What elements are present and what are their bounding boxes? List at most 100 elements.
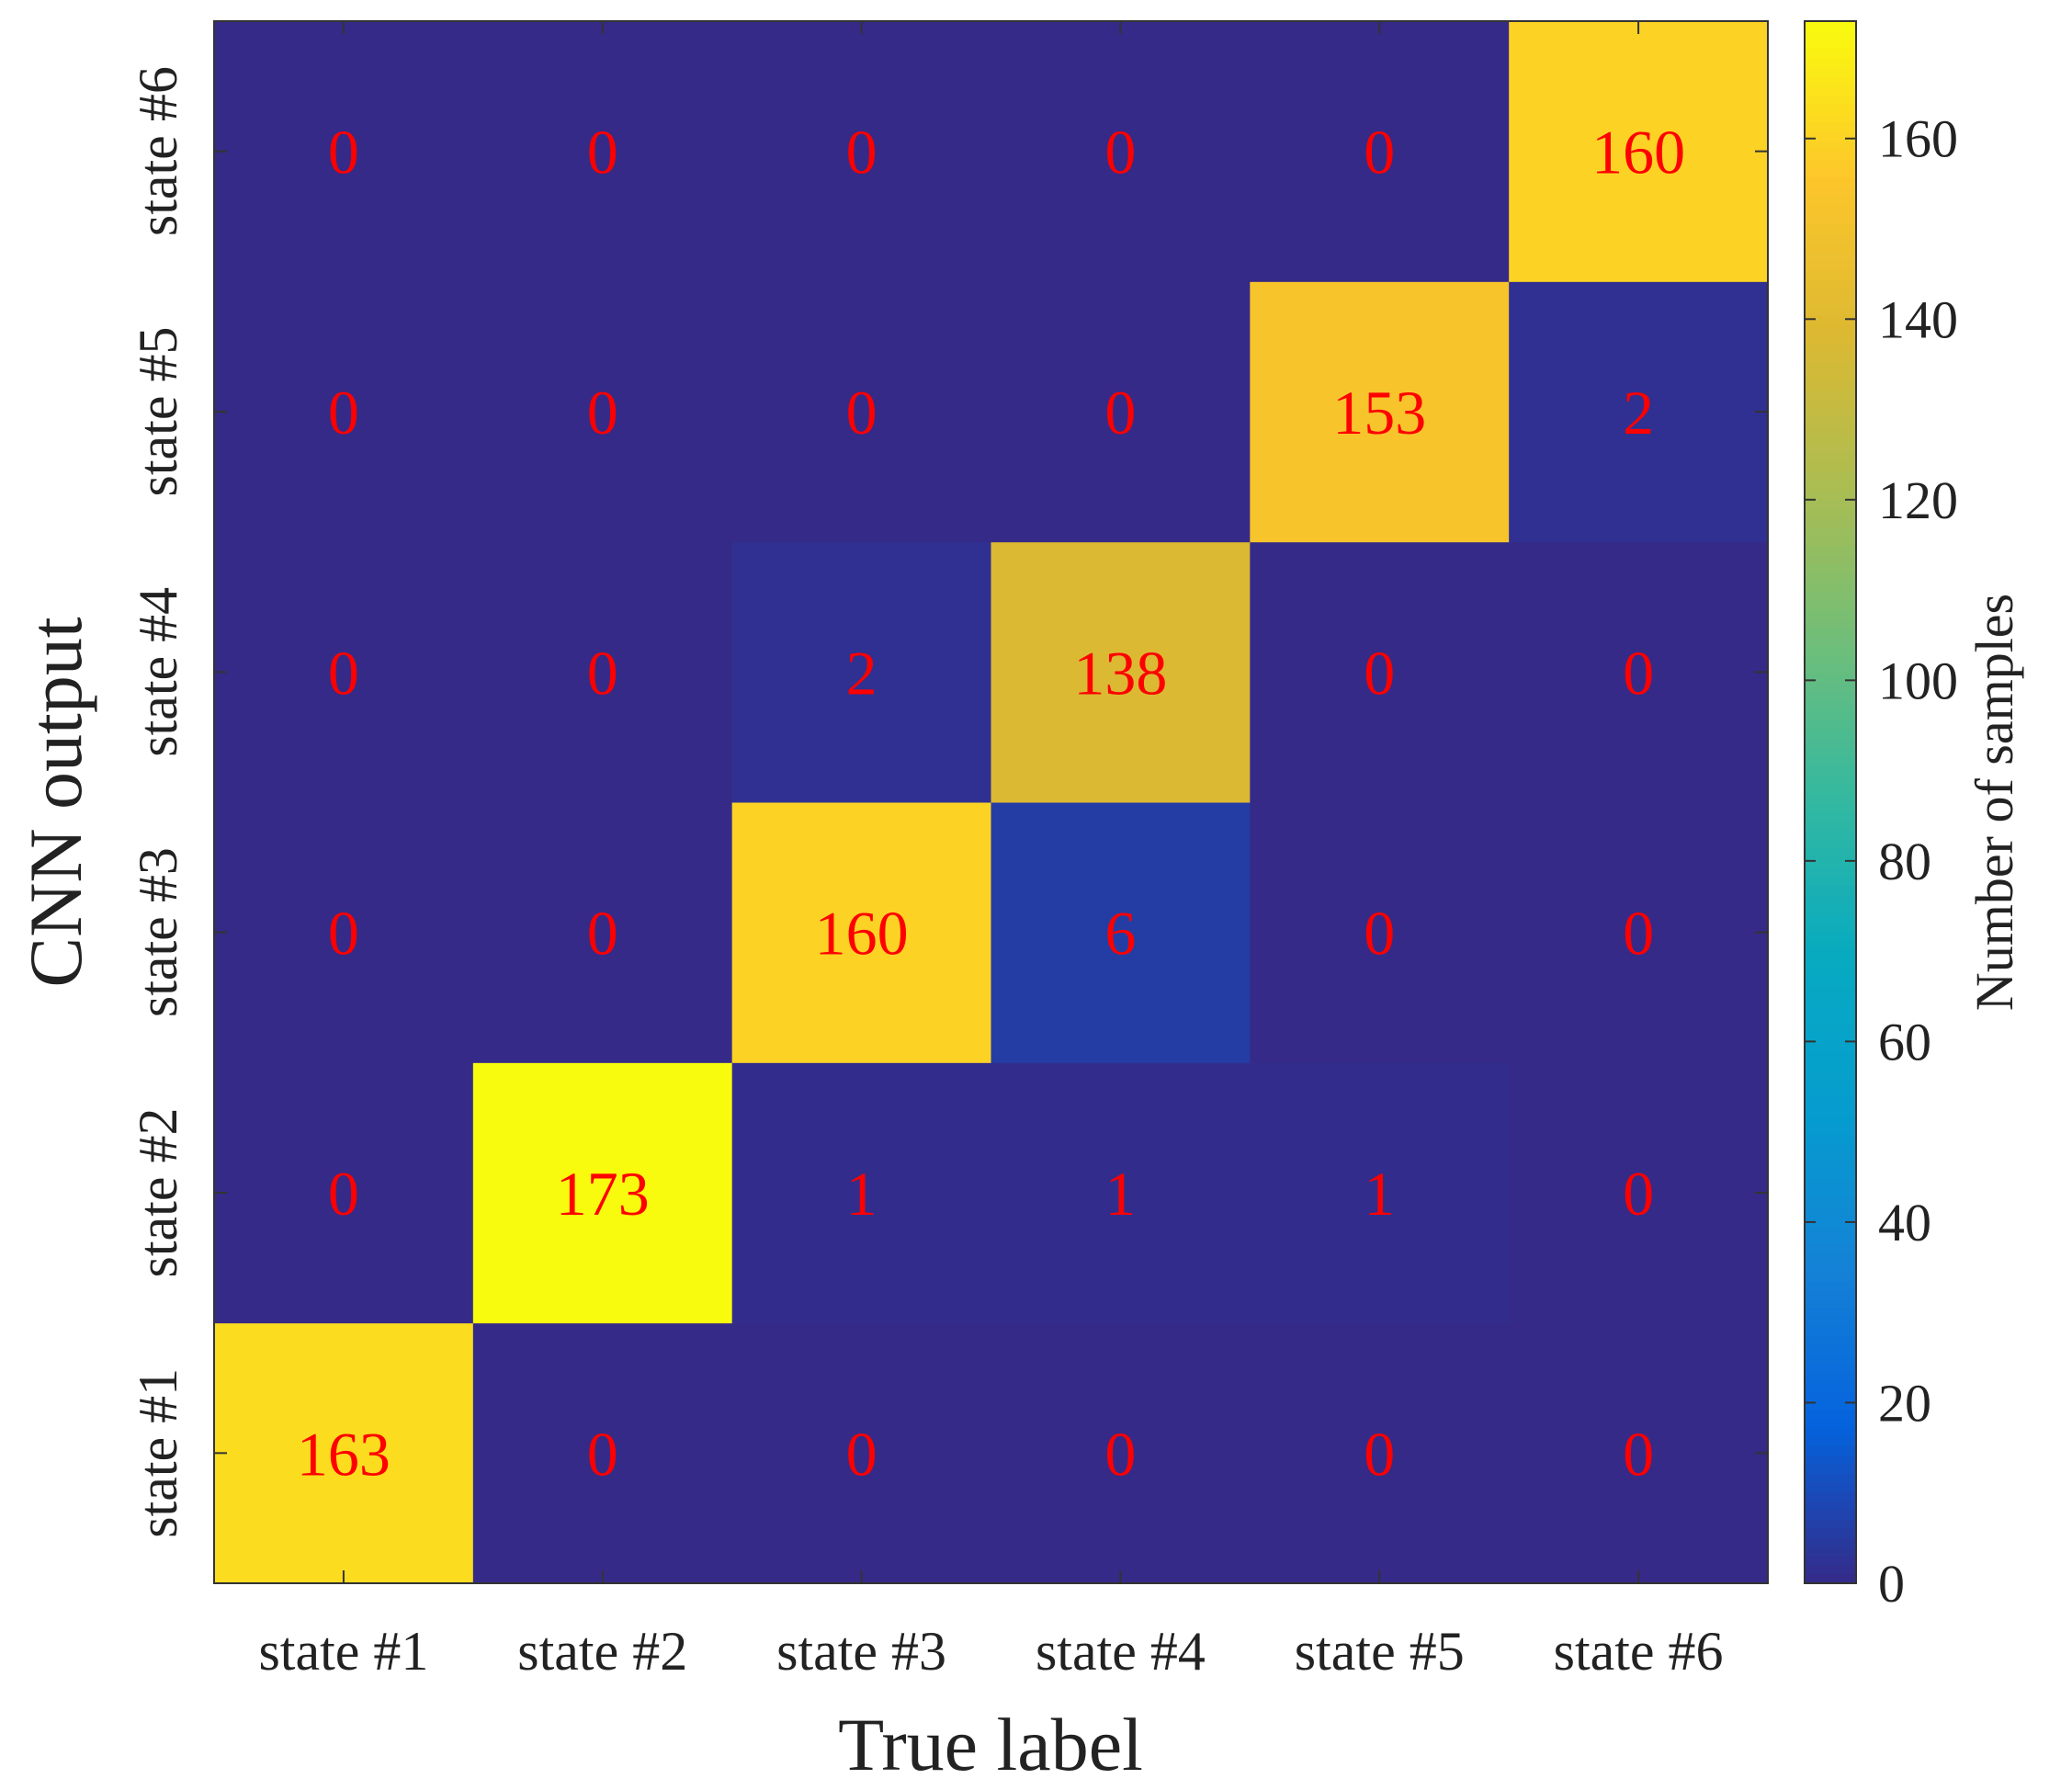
heatmap-cell bbox=[1509, 1322, 1769, 1584]
colorbar-tick-label: 100 bbox=[1878, 651, 1958, 710]
cell-value-label: 0 bbox=[1623, 1159, 1654, 1229]
cell-value-label: 2 bbox=[846, 638, 877, 708]
colorbar-band bbox=[1805, 1133, 1856, 1143]
colorbar-band bbox=[1805, 857, 1856, 867]
cell-value-label: 0 bbox=[587, 118, 618, 187]
colorbar-band bbox=[1805, 1546, 1856, 1557]
colorbar-band bbox=[1805, 1354, 1856, 1364]
colorbar-band bbox=[1805, 1298, 1856, 1309]
colorbar-band bbox=[1805, 58, 1856, 68]
colorbar-band bbox=[1805, 701, 1856, 711]
colorbar-band bbox=[1805, 1519, 1856, 1529]
x-tick-label: state #3 bbox=[776, 1621, 946, 1682]
heatmap-cell bbox=[991, 802, 1251, 1063]
colorbar-band bbox=[1805, 306, 1856, 316]
colorbar-band bbox=[1805, 407, 1856, 417]
cell-value-label: 0 bbox=[1623, 638, 1654, 708]
cell-value-label: 153 bbox=[1332, 378, 1426, 448]
colorbar-band bbox=[1805, 196, 1856, 206]
cell-value-label: 0 bbox=[587, 378, 618, 448]
cell-value-label: 0 bbox=[587, 638, 618, 708]
heatmap-cell bbox=[1250, 541, 1510, 803]
cell-value-label: 0 bbox=[846, 118, 877, 187]
heatmap-cell bbox=[991, 281, 1251, 543]
colorbar-band bbox=[1805, 830, 1856, 840]
cell-value-label: 0 bbox=[1364, 638, 1395, 708]
plot-frame bbox=[213, 20, 1769, 1584]
colorbar-band bbox=[1805, 1510, 1856, 1520]
colorbar-band bbox=[1805, 545, 1856, 555]
heatmap-cell bbox=[1509, 21, 1769, 282]
cell-value-label: 6 bbox=[1104, 899, 1136, 969]
x-tick-label: state #6 bbox=[1554, 1621, 1724, 1682]
y-tick-label: state #5 bbox=[128, 327, 188, 497]
colorbar-band bbox=[1805, 1363, 1856, 1373]
colorbar-band bbox=[1805, 949, 1856, 959]
colorbar-band bbox=[1805, 591, 1856, 601]
colorbar-band bbox=[1805, 1574, 1856, 1584]
colorbar-tick-label: 0 bbox=[1878, 1554, 1905, 1614]
colorbar-band bbox=[1805, 729, 1856, 739]
colorbar-band bbox=[1805, 1188, 1856, 1198]
cell-value-label: 0 bbox=[1104, 118, 1136, 187]
heatmap-cell bbox=[731, 541, 991, 803]
colorbar-band bbox=[1805, 1004, 1856, 1014]
y-tick-label: state #2 bbox=[128, 1108, 188, 1278]
heatmap-cell bbox=[214, 802, 474, 1063]
heatmap-cell bbox=[214, 1322, 474, 1584]
colorbar-band bbox=[1805, 214, 1856, 224]
colorbar-band bbox=[1805, 1115, 1856, 1125]
colorbar-band bbox=[1805, 471, 1856, 481]
colorbar-band bbox=[1805, 1078, 1856, 1088]
colorbar-band bbox=[1805, 1069, 1856, 1079]
colorbar-band bbox=[1805, 784, 1856, 794]
colorbar-band bbox=[1805, 1289, 1856, 1299]
colorbar-band bbox=[1805, 609, 1856, 619]
colorbar-ticks: 0 20 40 60 80 100 120 140 160 bbox=[1805, 109, 1958, 1614]
colorbar-band bbox=[1805, 692, 1856, 702]
colorbar-band bbox=[1805, 1032, 1856, 1042]
colorbar-band bbox=[1805, 1473, 1856, 1483]
x-axis-title: True label bbox=[838, 1703, 1143, 1786]
colorbar-band bbox=[1805, 205, 1856, 215]
x-tick-label: state #2 bbox=[517, 1621, 687, 1682]
y-tick-label: state #3 bbox=[128, 847, 188, 1017]
colorbar-tick-label: 20 bbox=[1878, 1373, 1931, 1433]
heatmap-cell bbox=[991, 541, 1251, 803]
cell-value-label: 0 bbox=[1364, 118, 1395, 187]
colorbar-band bbox=[1805, 177, 1856, 187]
heatmap-cell bbox=[472, 1062, 733, 1324]
colorbar-band bbox=[1805, 1418, 1856, 1428]
colorbar-band bbox=[1805, 499, 1856, 509]
colorbar-band bbox=[1805, 1197, 1856, 1207]
colorbar-band bbox=[1805, 582, 1856, 592]
colorbar-band bbox=[1805, 710, 1856, 720]
colorbar-band bbox=[1805, 1161, 1856, 1171]
colorbar-band bbox=[1805, 922, 1856, 932]
colorbar-band bbox=[1805, 1326, 1856, 1336]
colorbar-band bbox=[1805, 867, 1856, 877]
heatmap-cell bbox=[1509, 802, 1769, 1063]
colorbar-band bbox=[1805, 334, 1856, 344]
colorbar-band bbox=[1805, 1501, 1856, 1511]
colorbar-band bbox=[1805, 251, 1856, 261]
colorbar-band bbox=[1805, 1317, 1856, 1327]
colorbar-band bbox=[1805, 1252, 1856, 1263]
colorbar-band bbox=[1805, 903, 1856, 913]
colorbar-band bbox=[1805, 76, 1856, 86]
colorbar-band bbox=[1805, 986, 1856, 996]
cell-value-label: 0 bbox=[587, 899, 618, 969]
colorbar-band bbox=[1805, 398, 1856, 408]
colorbar-band bbox=[1805, 462, 1856, 472]
heatmap-cell bbox=[731, 1062, 991, 1324]
colorbar-band bbox=[1805, 802, 1856, 812]
colorbar-band bbox=[1805, 940, 1856, 950]
heatmap-cell bbox=[472, 1322, 733, 1584]
cell-value-labels: 163 0 0 0 0 0 0 173 1 1 1 0 0 0 160 6 0 0 0 0 2 138 0 0 0 0 0 0 153 2… bbox=[297, 118, 1685, 1490]
colorbar-band bbox=[1805, 1381, 1856, 1391]
colorbar-band bbox=[1805, 719, 1856, 730]
colorbar-band bbox=[1805, 628, 1856, 638]
colorbar-band bbox=[1805, 150, 1856, 160]
colorbar-band bbox=[1805, 995, 1856, 1005]
